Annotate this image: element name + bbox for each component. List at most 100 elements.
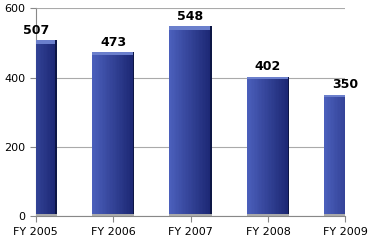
Bar <box>288 77 289 216</box>
Bar <box>47 40 48 216</box>
Bar <box>257 77 258 216</box>
Bar <box>19 40 20 216</box>
Bar <box>112 52 113 216</box>
Bar <box>37 40 39 216</box>
Bar <box>39 40 40 216</box>
Bar <box>132 52 133 216</box>
Bar <box>362 95 364 216</box>
Bar <box>337 95 338 216</box>
Bar <box>324 95 326 216</box>
Bar <box>286 77 288 216</box>
Bar <box>55 40 57 216</box>
Bar <box>348 95 350 216</box>
Bar <box>115 52 116 216</box>
Bar <box>41 40 43 216</box>
Bar <box>175 26 176 216</box>
Bar <box>169 26 212 30</box>
Bar <box>26 40 27 216</box>
Bar <box>92 52 134 55</box>
Bar <box>248 77 250 216</box>
Bar <box>119 52 120 216</box>
Bar <box>27 40 29 216</box>
Bar <box>44 40 46 216</box>
Bar <box>123 52 125 216</box>
Bar <box>365 95 367 216</box>
Bar <box>30 40 32 216</box>
Bar <box>96 52 97 216</box>
Bar <box>51 40 53 216</box>
Bar <box>258 77 259 216</box>
Bar <box>340 95 341 216</box>
Bar <box>201 26 202 216</box>
Bar <box>169 214 212 216</box>
Bar <box>255 77 257 216</box>
Bar <box>109 52 110 216</box>
Bar <box>268 77 269 216</box>
Bar <box>54 40 55 216</box>
Bar <box>129 52 130 216</box>
Bar <box>330 95 331 216</box>
Bar <box>16 40 17 216</box>
Bar <box>99 52 100 216</box>
Bar <box>261 77 262 216</box>
Bar <box>125 52 126 216</box>
Bar <box>133 52 134 216</box>
Bar <box>279 77 281 216</box>
Bar <box>195 26 196 216</box>
Bar <box>361 95 362 216</box>
Bar <box>360 95 361 216</box>
Bar <box>278 77 279 216</box>
Bar <box>15 40 57 44</box>
Bar <box>338 95 340 216</box>
Bar <box>285 77 286 216</box>
Bar <box>211 26 212 216</box>
Bar <box>43 40 44 216</box>
Bar <box>118 52 119 216</box>
Bar <box>199 26 201 216</box>
Bar <box>192 26 193 216</box>
Bar <box>105 52 106 216</box>
Bar <box>334 95 336 216</box>
Bar <box>53 40 54 216</box>
Bar <box>106 52 108 216</box>
Bar <box>365 95 367 216</box>
Text: 473: 473 <box>100 36 126 49</box>
Bar <box>288 77 289 216</box>
Bar <box>92 52 93 216</box>
Bar <box>324 214 367 216</box>
Bar <box>176 26 178 216</box>
Bar <box>32 40 33 216</box>
Bar <box>343 95 344 216</box>
Bar <box>324 95 367 97</box>
Bar <box>208 26 209 216</box>
Bar <box>36 40 37 216</box>
Bar <box>264 77 265 216</box>
Bar <box>185 26 186 216</box>
Bar <box>182 26 183 216</box>
Bar <box>347 95 348 216</box>
Text: 548: 548 <box>177 10 203 23</box>
Bar <box>341 95 343 216</box>
Bar <box>103 52 105 216</box>
Bar <box>110 52 112 216</box>
Bar <box>169 26 171 216</box>
Bar <box>345 95 347 216</box>
Bar <box>33 40 34 216</box>
Bar <box>331 95 333 216</box>
Bar <box>196 26 198 216</box>
Bar <box>281 77 282 216</box>
Bar <box>355 95 357 216</box>
Bar <box>173 26 175 216</box>
Bar <box>22 40 23 216</box>
Bar <box>275 77 276 216</box>
Bar <box>203 26 205 216</box>
Bar <box>247 77 289 79</box>
Bar <box>133 52 134 216</box>
Bar <box>252 77 254 216</box>
Bar <box>276 77 278 216</box>
Bar <box>29 40 30 216</box>
Bar <box>127 52 129 216</box>
Bar <box>326 95 327 216</box>
Text: 350: 350 <box>332 79 359 92</box>
Bar <box>179 26 181 216</box>
